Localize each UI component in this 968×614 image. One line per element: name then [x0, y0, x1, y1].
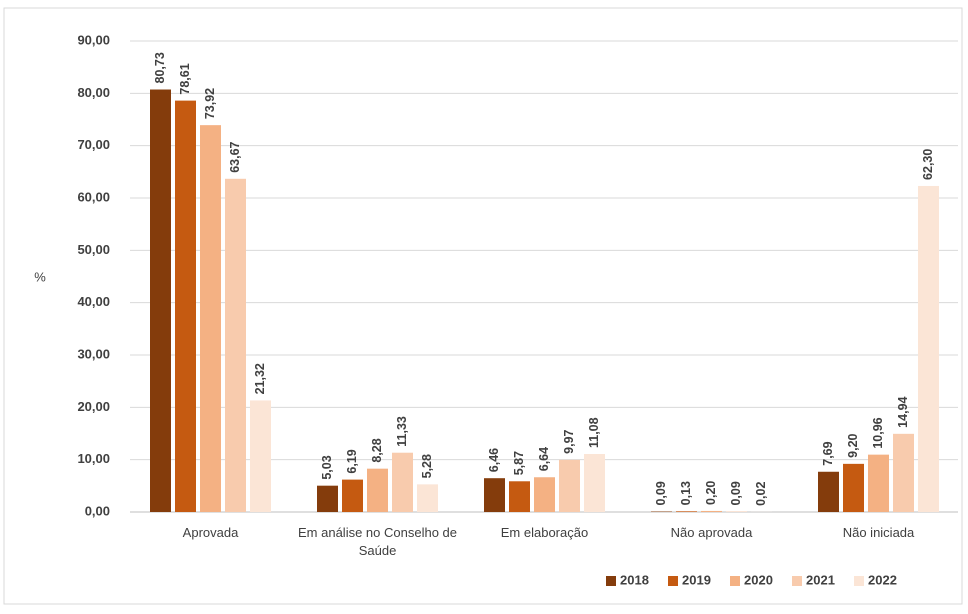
bar: [484, 478, 505, 512]
value-label: 63,67: [228, 141, 242, 172]
bar: [676, 511, 697, 512]
value-label: 80,73: [153, 52, 167, 83]
value-label: 0,09: [729, 481, 743, 505]
x-tick-label: Em elaboração: [460, 524, 630, 542]
value-label: 6,46: [487, 448, 501, 472]
bar: [175, 101, 196, 512]
bar: [584, 454, 605, 512]
legend-swatch: [854, 576, 864, 586]
value-label: 21,32: [253, 363, 267, 394]
legend-label: 2021: [806, 572, 835, 587]
y-tick-label: 20,00: [77, 399, 110, 414]
x-tick-label-box: Aprovada: [126, 524, 296, 568]
bar: [417, 484, 438, 512]
value-label: 5,03: [320, 455, 334, 479]
bar: [868, 455, 889, 512]
bar: [367, 469, 388, 512]
legend-label: 2022: [868, 572, 897, 587]
bar: [701, 511, 722, 512]
y-tick-label: 0,00: [85, 503, 110, 518]
legend-label: 2020: [744, 572, 773, 587]
chart-border: [4, 8, 962, 604]
bar: [843, 464, 864, 512]
y-tick-label: 70,00: [77, 137, 110, 152]
value-label: 0,13: [679, 481, 693, 505]
y-tick-label: 60,00: [77, 189, 110, 204]
legend-label: 2018: [620, 572, 649, 587]
bar: [509, 481, 530, 512]
x-tick-label: Não iniciada: [794, 524, 964, 542]
x-tick-label-box: Não aprovada: [627, 524, 797, 568]
y-axis-title: %: [34, 269, 46, 284]
x-tick-label: Não aprovada: [627, 524, 797, 542]
y-tick-label: 30,00: [77, 346, 110, 361]
bar: [317, 486, 338, 512]
value-label: 9,20: [846, 433, 860, 457]
value-label: 78,61: [178, 63, 192, 94]
value-label: 8,28: [370, 438, 384, 462]
bar: [559, 460, 580, 512]
value-label: 11,33: [395, 416, 409, 447]
bar: [200, 125, 221, 512]
value-label: 73,92: [203, 88, 217, 119]
value-label: 0,02: [754, 482, 768, 506]
value-label: 5,28: [420, 454, 434, 478]
legend-label: 2019: [682, 572, 711, 587]
value-label: 62,30: [921, 149, 935, 180]
legend-swatch: [730, 576, 740, 586]
value-label: 0,09: [654, 481, 668, 505]
y-tick-label: 40,00: [77, 294, 110, 309]
value-label: 5,87: [512, 451, 526, 475]
value-label: 0,20: [704, 481, 718, 505]
value-label: 14,94: [896, 396, 910, 427]
value-label: 6,64: [537, 447, 551, 471]
bar: [225, 179, 246, 512]
x-tick-label-box: Em análise no Conselho de Saúde: [293, 524, 463, 568]
x-tick-label-box: Não iniciada: [794, 524, 964, 568]
bar: [250, 400, 271, 512]
legend-swatch: [792, 576, 802, 586]
x-tick-label-box: Em elaboração: [460, 524, 630, 568]
bar: [918, 186, 939, 512]
bar: [818, 472, 839, 512]
value-label: 9,97: [562, 429, 576, 453]
bar: [392, 453, 413, 512]
value-label: 6,19: [345, 449, 359, 473]
legend-swatch: [606, 576, 616, 586]
value-label: 10,96: [871, 417, 885, 448]
x-tick-label: Aprovada: [126, 524, 296, 542]
bar: [150, 90, 171, 512]
y-tick-label: 10,00: [77, 451, 110, 466]
legend-swatch: [668, 576, 678, 586]
y-tick-label: 90,00: [77, 32, 110, 47]
value-label: 7,69: [821, 441, 835, 465]
bar: [534, 477, 555, 512]
bar: [342, 480, 363, 512]
y-tick-label: 50,00: [77, 242, 110, 257]
bar: [893, 434, 914, 512]
x-tick-label: Em análise no Conselho de Saúde: [293, 524, 463, 560]
value-label: 11,08: [587, 417, 601, 448]
y-tick-label: 80,00: [77, 85, 110, 100]
